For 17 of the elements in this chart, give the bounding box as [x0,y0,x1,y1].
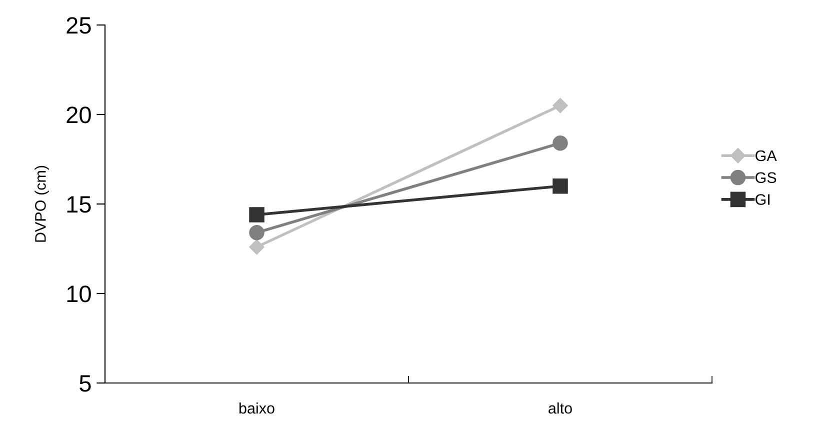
legend-label: GA [756,150,777,162]
x-tick-label: baixo [239,402,274,414]
y-tick-label: 5 [80,375,91,392]
y-tick-label: 25 [66,17,91,34]
point [552,98,568,114]
point [249,225,264,240]
point [552,178,568,194]
legend-label: GI [756,194,770,205]
y-tick-label: 15 [67,196,91,213]
point [552,136,568,151]
point [249,239,264,255]
y-axis-title: DVPO (cm) [34,166,49,242]
y-tick-label: 10 [67,286,91,302]
point [249,207,264,222]
y-tick-label: 20 [66,106,91,124]
legend-label: GS [756,172,776,184]
x-tick-label: alto [548,402,572,414]
